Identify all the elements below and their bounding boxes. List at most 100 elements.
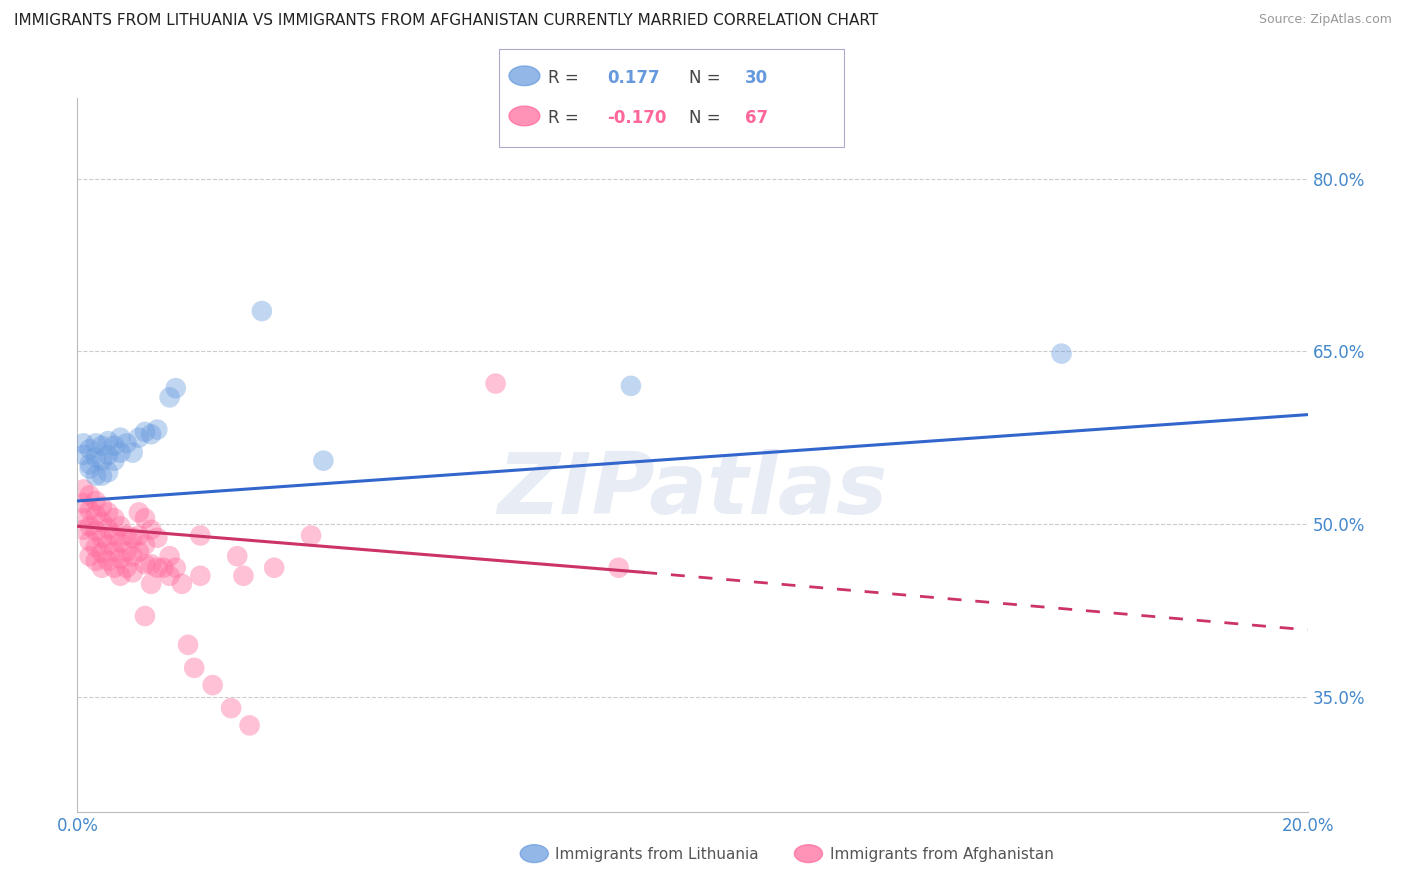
Point bbox=[90, 453, 114, 467]
Point bbox=[84, 508, 107, 522]
Point bbox=[103, 544, 125, 558]
Point bbox=[263, 560, 285, 574]
Point bbox=[79, 534, 101, 549]
Point bbox=[103, 528, 125, 542]
Point bbox=[72, 511, 94, 525]
Point bbox=[226, 549, 249, 564]
Point bbox=[165, 560, 187, 574]
Point bbox=[103, 560, 125, 574]
Point bbox=[121, 549, 143, 564]
Point bbox=[188, 568, 212, 582]
Point bbox=[90, 546, 114, 560]
Point bbox=[97, 522, 120, 536]
Point bbox=[201, 678, 224, 692]
Point bbox=[121, 566, 143, 580]
Point bbox=[72, 496, 94, 510]
Point bbox=[84, 554, 107, 568]
Point bbox=[90, 439, 114, 453]
Point bbox=[141, 577, 163, 591]
Point bbox=[170, 577, 193, 591]
Point bbox=[90, 500, 114, 514]
Text: Immigrants from Afghanistan: Immigrants from Afghanistan bbox=[830, 847, 1053, 863]
Point bbox=[84, 468, 107, 483]
Point bbox=[165, 381, 187, 395]
Point bbox=[79, 549, 101, 564]
Point bbox=[110, 445, 132, 459]
Point bbox=[110, 431, 132, 445]
Point bbox=[312, 453, 335, 467]
Point bbox=[177, 638, 200, 652]
Point bbox=[90, 468, 114, 483]
Text: -0.170: -0.170 bbox=[607, 109, 666, 127]
Point bbox=[79, 503, 101, 517]
Point bbox=[219, 701, 242, 715]
Text: ZIPatlas: ZIPatlas bbox=[498, 449, 887, 533]
Point bbox=[79, 488, 101, 502]
Point bbox=[72, 523, 94, 537]
Point bbox=[232, 568, 254, 582]
Point bbox=[239, 718, 262, 732]
Point bbox=[146, 531, 169, 545]
Point bbox=[97, 506, 120, 520]
Point bbox=[128, 544, 150, 558]
Point bbox=[134, 511, 156, 525]
Point bbox=[121, 531, 143, 545]
Text: N =: N = bbox=[689, 69, 725, 87]
Point bbox=[115, 544, 138, 558]
Point bbox=[159, 568, 181, 582]
Point bbox=[84, 494, 107, 508]
Point bbox=[84, 436, 107, 450]
Point bbox=[141, 523, 163, 537]
Point bbox=[299, 528, 322, 542]
Point bbox=[110, 568, 132, 582]
Point bbox=[84, 524, 107, 538]
Point bbox=[146, 560, 169, 574]
Point bbox=[121, 445, 143, 459]
Point bbox=[188, 528, 212, 542]
Point bbox=[110, 519, 132, 533]
Point bbox=[84, 450, 107, 465]
Point bbox=[79, 519, 101, 533]
Point bbox=[115, 560, 138, 574]
Point bbox=[103, 511, 125, 525]
Point bbox=[79, 442, 101, 457]
Point bbox=[250, 304, 273, 318]
Point bbox=[103, 439, 125, 453]
Point bbox=[79, 461, 101, 475]
Point bbox=[84, 540, 107, 554]
Text: Source: ZipAtlas.com: Source: ZipAtlas.com bbox=[1258, 13, 1392, 27]
Point bbox=[134, 425, 156, 439]
Point bbox=[115, 528, 138, 542]
Point bbox=[141, 427, 163, 442]
Point bbox=[159, 390, 181, 404]
Text: Immigrants from Lithuania: Immigrants from Lithuania bbox=[555, 847, 759, 863]
Point bbox=[97, 434, 120, 449]
Text: N =: N = bbox=[689, 109, 725, 127]
Point bbox=[90, 531, 114, 545]
Point bbox=[159, 549, 181, 564]
Point bbox=[103, 453, 125, 467]
Point bbox=[485, 376, 508, 391]
Point bbox=[90, 515, 114, 529]
Point bbox=[134, 558, 156, 572]
Point bbox=[146, 423, 169, 437]
Point bbox=[97, 538, 120, 552]
Point bbox=[97, 554, 120, 568]
Text: 30: 30 bbox=[745, 69, 768, 87]
Point bbox=[72, 436, 94, 450]
Point bbox=[141, 558, 163, 572]
Point bbox=[183, 661, 205, 675]
Point bbox=[128, 506, 150, 520]
Point bbox=[97, 465, 120, 479]
Text: 0.177: 0.177 bbox=[607, 69, 659, 87]
Point bbox=[134, 538, 156, 552]
Point bbox=[72, 448, 94, 462]
Point bbox=[1050, 346, 1073, 360]
Point bbox=[128, 431, 150, 445]
Point bbox=[110, 535, 132, 549]
Point bbox=[128, 528, 150, 542]
Point bbox=[110, 551, 132, 566]
Point bbox=[152, 560, 174, 574]
Point bbox=[607, 560, 630, 574]
Point bbox=[79, 457, 101, 471]
